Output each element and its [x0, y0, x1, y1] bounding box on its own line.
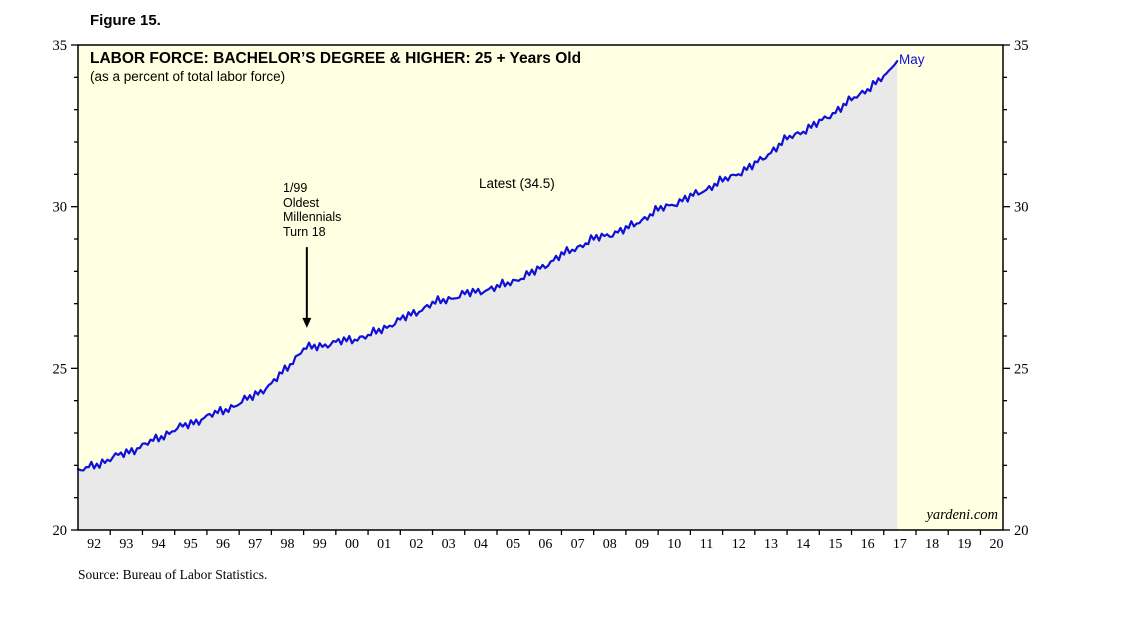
x-tick-label: 95 [184, 537, 198, 552]
y-tick-label-right: 20 [1014, 523, 1029, 539]
x-tick-label: 03 [442, 537, 456, 552]
x-tick-label: 96 [216, 537, 230, 552]
x-tick-label: 12 [732, 537, 746, 552]
annotation-millennials: 1/99 Oldest Millennials Turn 18 [283, 181, 341, 239]
x-tick-label: 93 [119, 537, 133, 552]
x-tick-label: 97 [248, 537, 262, 552]
x-tick-label: 07 [571, 537, 585, 552]
x-tick-label: 04 [474, 537, 488, 552]
y-tick-label-right: 30 [1014, 200, 1029, 216]
latest-point-label: May [899, 52, 925, 67]
y-tick-label-right: 35 [1014, 38, 1029, 54]
annotation-arrow-head [302, 317, 312, 328]
chart-title: LABOR FORCE: BACHELOR’S DEGREE & HIGHER:… [90, 50, 582, 67]
x-tick-label: 99 [313, 537, 327, 552]
x-tick-label: 01 [377, 537, 391, 552]
x-tick-label: 06 [538, 537, 552, 552]
x-tick-label: 14 [796, 537, 810, 552]
annotation-line-2: Oldest [283, 195, 320, 210]
chart-subtitle: (as a percent of total labor force) [90, 69, 286, 84]
x-tick-label: 17 [893, 537, 907, 552]
x-tick-label: 98 [280, 537, 294, 552]
x-tick-label: 05 [506, 537, 520, 552]
x-tick-label: 13 [764, 537, 778, 552]
x-tick-label: 11 [700, 537, 713, 552]
figure-label: Figure 15. [90, 12, 161, 29]
branding-yardeni: yardeni.com [926, 507, 998, 523]
x-tick-label: 02 [409, 537, 423, 552]
x-tick-label: 19 [957, 537, 971, 552]
area-under-line [78, 61, 898, 530]
annotation-line-4: Turn 18 [283, 224, 326, 239]
x-tick-label: 08 [603, 537, 617, 552]
y-tick-label-left: 25 [53, 361, 68, 377]
y-tick-label-right: 25 [1014, 361, 1029, 377]
y-tick-label-left: 35 [53, 38, 68, 54]
annotation-line-1: 1/99 [283, 181, 308, 195]
plot-border [77, 44, 1004, 531]
x-tick-label: 00 [345, 537, 359, 552]
x-tick-label: 92 [87, 537, 101, 552]
x-tick-label: 09 [635, 537, 649, 552]
y-tick-label-left: 20 [53, 523, 68, 539]
y-tick-label-left: 30 [53, 200, 68, 216]
x-tick-label: 18 [925, 537, 939, 552]
x-tick-label: 20 [990, 537, 1004, 552]
annotation-line-3: Millennials [283, 210, 342, 224]
data-line [76, 60, 899, 472]
source-note: Source: Bureau of Labor Statistics. [78, 567, 268, 582]
latest-value-label: Latest (34.5) [479, 176, 555, 191]
x-tick-label: 16 [861, 537, 875, 552]
x-tick-label: 15 [828, 537, 842, 552]
x-tick-label: 10 [667, 537, 681, 552]
x-tick-label: 94 [152, 537, 166, 552]
